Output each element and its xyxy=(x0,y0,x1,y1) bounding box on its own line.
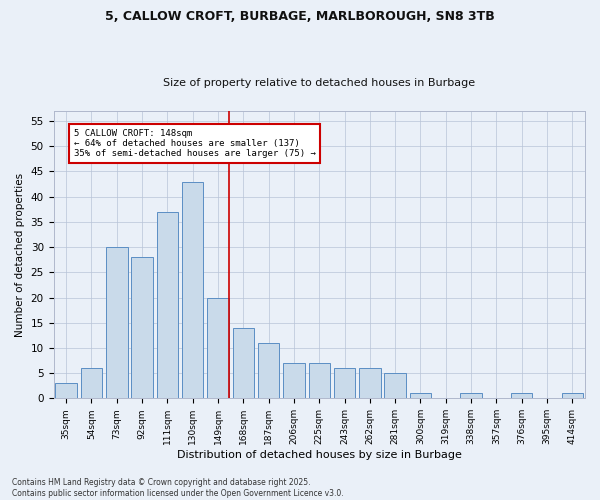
Y-axis label: Number of detached properties: Number of detached properties xyxy=(15,172,25,336)
Bar xyxy=(283,363,305,398)
X-axis label: Distribution of detached houses by size in Burbage: Distribution of detached houses by size … xyxy=(177,450,462,460)
Bar xyxy=(334,368,355,398)
Title: Size of property relative to detached houses in Burbage: Size of property relative to detached ho… xyxy=(163,78,475,88)
Bar xyxy=(511,394,532,398)
Bar xyxy=(359,368,380,398)
Bar xyxy=(308,363,330,398)
Bar xyxy=(157,212,178,398)
Text: Contains HM Land Registry data © Crown copyright and database right 2025.
Contai: Contains HM Land Registry data © Crown c… xyxy=(12,478,344,498)
Bar xyxy=(410,394,431,398)
Text: 5 CALLOW CROFT: 148sqm
← 64% of detached houses are smaller (137)
35% of semi-de: 5 CALLOW CROFT: 148sqm ← 64% of detached… xyxy=(74,128,316,158)
Bar xyxy=(131,257,153,398)
Bar xyxy=(106,247,128,398)
Bar xyxy=(207,298,229,398)
Bar xyxy=(182,182,203,398)
Bar xyxy=(460,394,482,398)
Text: 5, CALLOW CROFT, BURBAGE, MARLBOROUGH, SN8 3TB: 5, CALLOW CROFT, BURBAGE, MARLBOROUGH, S… xyxy=(105,10,495,23)
Bar xyxy=(385,373,406,398)
Bar xyxy=(55,383,77,398)
Bar xyxy=(233,328,254,398)
Bar xyxy=(81,368,102,398)
Bar xyxy=(562,394,583,398)
Bar xyxy=(258,343,280,398)
